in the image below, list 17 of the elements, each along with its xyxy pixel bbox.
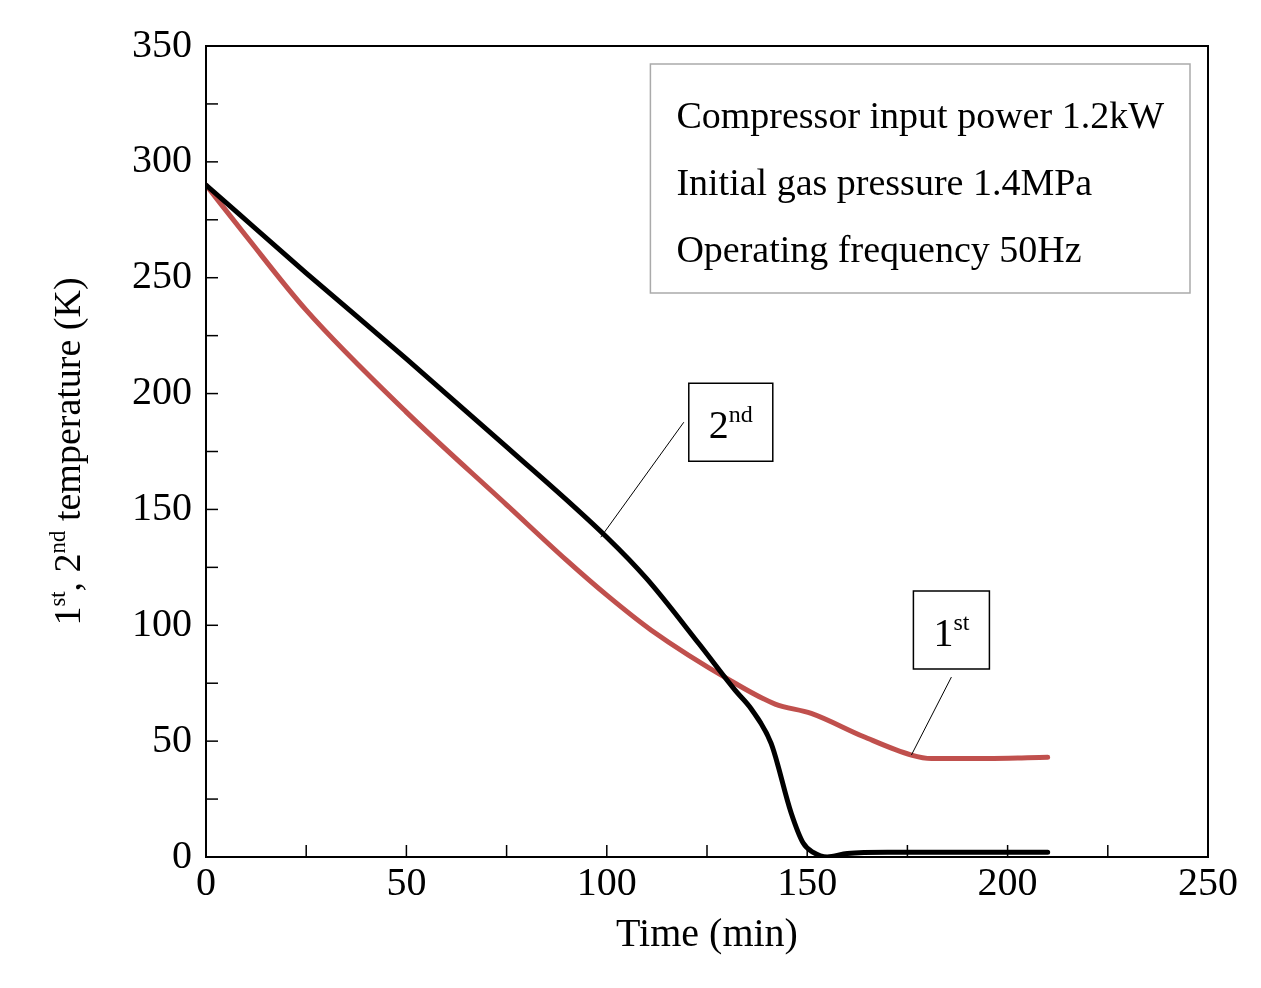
x-tick-label: 150 (777, 858, 838, 904)
annotation: Initial gas pressure 1.4MPa (676, 161, 1093, 203)
x-tick-label: 50 (386, 858, 427, 904)
y-tick-label: 350 (132, 20, 192, 66)
x-tick-label: 200 (977, 858, 1038, 904)
y-tick-label: 250 (132, 252, 192, 298)
y-tick-label: 150 (132, 483, 192, 529)
y-tick-label: 100 (132, 599, 192, 645)
x-tick-label: 250 (1178, 858, 1238, 904)
y-tick-label: 300 (132, 136, 192, 182)
x-tick-label: 100 (576, 858, 637, 904)
y-axis-title: 1st, 2nd temperature (K) (44, 277, 89, 626)
annotation: Compressor input power 1.2kW (676, 94, 1165, 136)
x-axis-title: Time (min) (616, 909, 798, 955)
annotation: Operating frequency 50Hz (676, 228, 1082, 270)
y-tick-label: 200 (132, 368, 192, 414)
y-tick-label: 50 (152, 715, 192, 761)
